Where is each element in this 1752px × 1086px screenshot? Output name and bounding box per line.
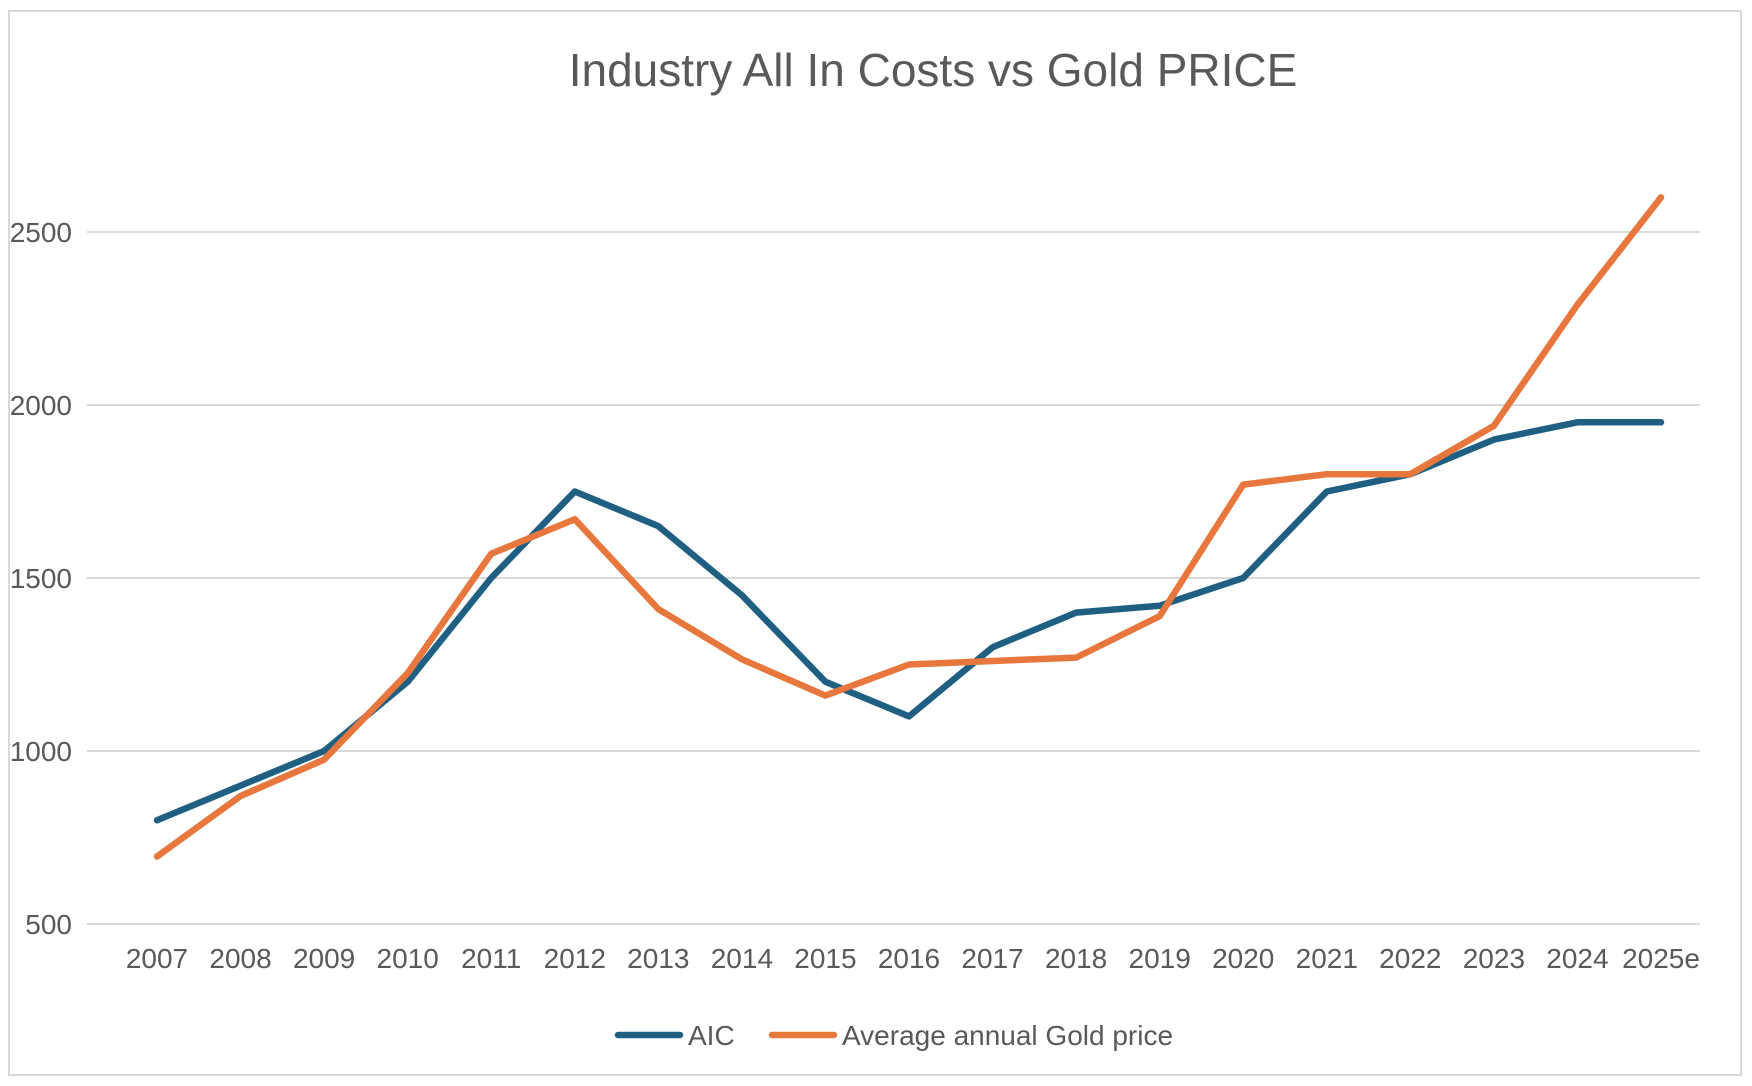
legend-label-gold-price: Average annual Gold price	[842, 1020, 1173, 1051]
series-line-gold-price	[153, 194, 1665, 860]
y-tick-label: 1000	[10, 736, 72, 767]
series-line-aic	[153, 419, 1665, 824]
x-tick-label: 2017	[961, 943, 1023, 974]
x-tick-label: 2013	[627, 943, 689, 974]
x-tick-label: 2025e	[1622, 943, 1700, 974]
x-tick-label: 2012	[544, 943, 606, 974]
chart-title: Industry All In Costs vs Gold PRICE	[569, 44, 1298, 96]
y-tick-label: 2000	[10, 390, 72, 421]
x-tick-label: 2020	[1212, 943, 1274, 974]
y-axis-ticks: 500 1000 1500 2000 2500	[10, 217, 72, 940]
line-chart: Industry All In Costs vs Gold PRICE 500 1…	[10, 44, 1700, 1051]
legend-label-aic: AIC	[688, 1020, 735, 1051]
chart-frame: Industry All In Costs vs Gold PRICE 500 1…	[8, 10, 1742, 1076]
x-tick-label: 2023	[1463, 943, 1525, 974]
x-tick-label: 2024	[1546, 943, 1608, 974]
y-tick-label: 1500	[10, 563, 72, 594]
x-tick-label: 2010	[377, 943, 439, 974]
series-lines	[153, 194, 1665, 860]
legend: AIC Average annual Gold price	[614, 1020, 1173, 1051]
x-tick-label: 2015	[794, 943, 856, 974]
gridlines	[87, 231, 1700, 925]
x-axis-ticks: 2007 2008 2009 2010 2011 2012 2013 2014 2015 2016…	[126, 943, 1700, 974]
x-tick-label: 2021	[1296, 943, 1358, 974]
y-tick-label: 500	[25, 909, 72, 940]
y-tick-label: 2500	[10, 217, 72, 248]
x-tick-label: 2011	[461, 943, 521, 974]
x-tick-label: 2009	[293, 943, 355, 974]
x-tick-label: 2016	[878, 943, 940, 974]
x-tick-label: 2008	[209, 943, 271, 974]
x-tick-label: 2018	[1045, 943, 1107, 974]
x-tick-label: 2014	[711, 943, 773, 974]
x-tick-label: 2007	[126, 943, 188, 974]
x-tick-label: 2019	[1129, 943, 1191, 974]
x-tick-label: 2022	[1379, 943, 1441, 974]
